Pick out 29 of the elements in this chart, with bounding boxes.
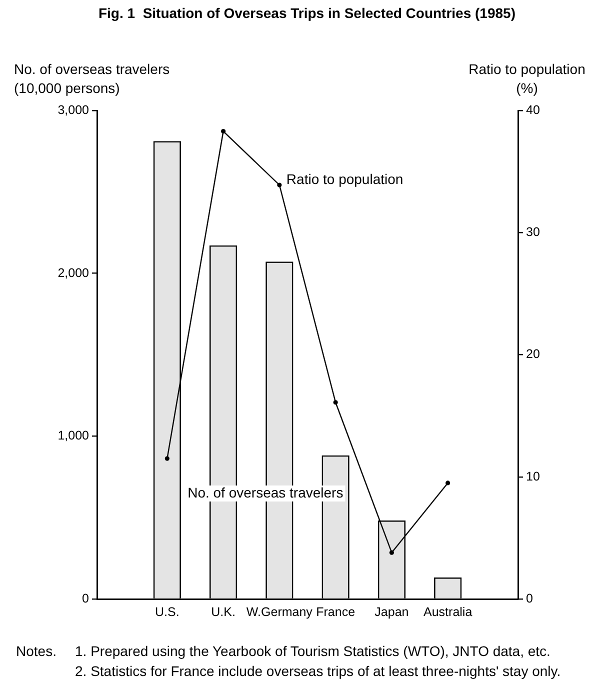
y-tick-label: 1,000 [58,428,90,443]
x-tick-label: Japan [374,604,409,619]
y2-tick-label: 10 [526,469,540,484]
point [389,550,394,555]
series-label: Ratio to population [286,170,404,187]
point [277,182,282,188]
x-tick-label: U.S. [155,604,180,619]
x-tick-label: France [316,604,356,619]
point [221,128,226,134]
x-tick-label: Australia [424,604,472,619]
y2-tick-label: 0 [526,591,533,606]
y2-axis-title: Ratio to population (%) [468,60,586,98]
series-label: No. of overseas travelers [188,484,344,500]
x-tick-label: W.Germany [246,604,314,619]
text: Notes. [16,642,58,661]
point [333,400,338,405]
text: 1. Prepared using the Yearbook of Tourism Statistics (WTO), JNTO data, etc. [75,642,552,661]
y2-tick-label: 40 [526,102,540,117]
y-tick-label: 3,000 [58,102,90,117]
text: 2. Statistics for France include overseas trips of at least three-nights' stay only. [75,662,561,681]
y-axis-title: No. of overseas travelers (10,000 persons) [14,60,170,98]
point [164,456,170,461]
chart-title: Fig. 1 Situation of Overseas Trips in Selected Countries (1985) [97,5,516,21]
y-tick-label: 0 [82,591,90,606]
x-tick-label: U.K. [211,604,236,619]
point [446,480,450,486]
y2-tick-label: 20 [526,347,540,362]
y2-tick-label: 30 [526,225,540,240]
y-tick-label: 2,000 [58,266,90,280]
